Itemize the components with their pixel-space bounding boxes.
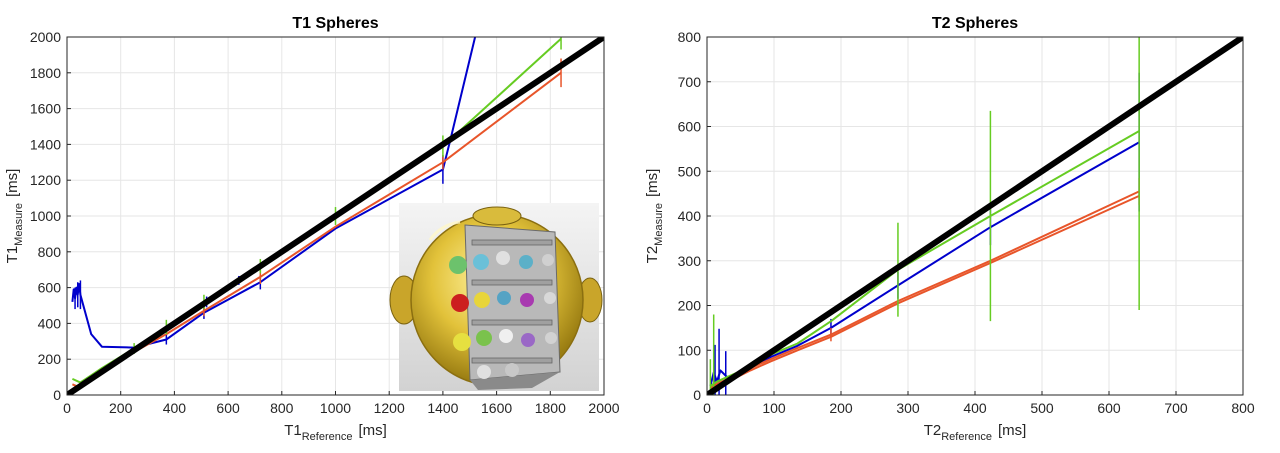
x-tick-label: 1000 (320, 400, 351, 416)
x-tick-label: 1200 (374, 400, 405, 416)
data-series (67, 37, 604, 395)
data-series (707, 37, 1243, 395)
y-tick-label: 200 (678, 298, 702, 314)
y-tick-label: 1000 (30, 208, 61, 224)
y-tick-label: 0 (53, 387, 61, 403)
x-tick-label: 400 (163, 400, 187, 416)
x-tick-label: 0 (63, 400, 71, 416)
y-axis-title: T2Measure[ms] (644, 169, 665, 264)
y-tick-label: 300 (678, 253, 702, 269)
x-tick-label: 800 (1231, 400, 1255, 416)
x-tick-label: 2000 (588, 400, 619, 416)
phantom-sphere-image (389, 203, 603, 391)
y-tick-label: 500 (678, 163, 702, 179)
x-axis-title: T1Reference [ms] (284, 422, 387, 443)
x-tick-label: 500 (1030, 400, 1054, 416)
x-tick-label: 400 (963, 400, 987, 416)
x-tick-label: 200 (829, 400, 853, 416)
x-tick-label: 600 (1097, 400, 1121, 416)
y-tick-label: 200 (38, 351, 62, 367)
x-tick-label: 200 (109, 400, 133, 416)
y-tick-label: 1600 (30, 101, 61, 117)
x-tick-label: 300 (896, 400, 920, 416)
chart-title: T2 Spheres (932, 15, 1018, 32)
y-axis-title: T1Measure[ms] (4, 169, 25, 264)
x-tick-label: 800 (270, 400, 294, 416)
y-tick-label: 800 (678, 29, 702, 45)
t2-spheres-chart: T2 Spheres 0 100 200 300 400 500 600 700 800 0 100… (644, 15, 1255, 443)
plot-area (66, 36, 605, 396)
series-line-2 (709, 194, 1140, 392)
y-tick-label: 1200 (30, 172, 61, 188)
x-tick-label: 1800 (535, 400, 566, 416)
y-tick-label: 400 (678, 208, 702, 224)
x-tick-label: 1400 (427, 400, 458, 416)
y-tick-label: 100 (678, 342, 702, 358)
tick-labels: 0 200 400 600 800 1000 1200 1400 1600 1800 2000 0 20… (30, 29, 620, 416)
y-tick-label: 0 (693, 387, 701, 403)
plot-area (706, 36, 1244, 396)
y-tick-label: 1800 (30, 65, 61, 81)
x-tick-label: 1600 (481, 400, 512, 416)
x-tick-label: 600 (216, 400, 240, 416)
tick-labels: 0 100 200 300 400 500 600 700 800 0 100 200 300 400 50… (678, 29, 1255, 416)
identity-line (707, 37, 1243, 395)
y-tick-label: 600 (38, 280, 62, 296)
identity-line (67, 37, 604, 395)
x-tick-label: 100 (762, 400, 786, 416)
x-tick-label: 0 (703, 400, 711, 416)
y-tick-label: 600 (678, 119, 702, 135)
chart-title: T1 Spheres (292, 15, 378, 32)
x-axis-title: T2Reference [ms] (924, 422, 1027, 443)
y-tick-label: 700 (678, 74, 702, 90)
t1-spheres-chart: T1 Spheres 0 200 400 600 800 1000 1200 1400 1600… (4, 15, 620, 443)
y-tick-label: 400 (38, 315, 62, 331)
series-line-0 (71, 37, 477, 349)
y-tick-label: 2000 (30, 29, 61, 45)
y-tick-label: 800 (38, 244, 62, 260)
y-tick-label: 1400 (30, 136, 61, 152)
x-tick-label: 700 (1164, 400, 1188, 416)
